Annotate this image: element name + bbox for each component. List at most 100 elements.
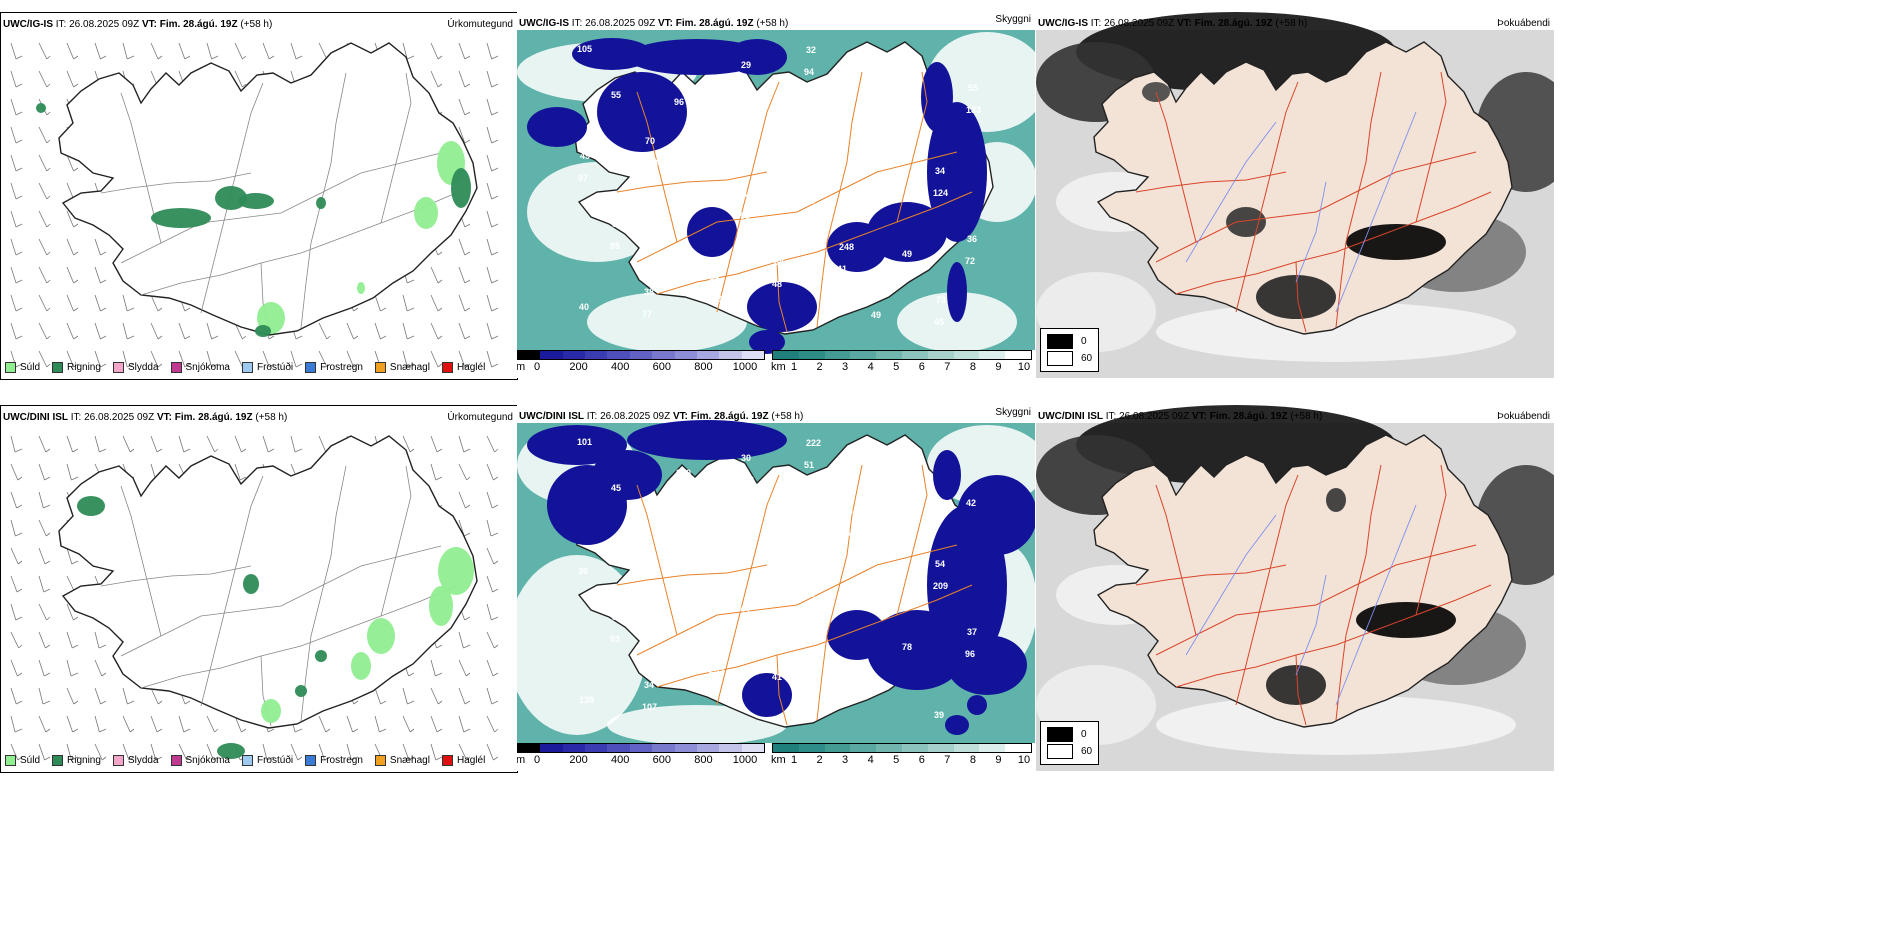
cloud-base-value: 33 <box>612 612 622 622</box>
wind-barb <box>430 435 438 453</box>
wind-barb <box>10 154 17 172</box>
wind-barb <box>184 363 191 368</box>
colorbar-tick: 2 <box>816 754 823 766</box>
wind-barb <box>122 715 131 733</box>
colorbar-tick: 1 <box>790 754 798 766</box>
wind-barb <box>66 42 74 60</box>
road-line <box>656 191 973 295</box>
wind-barb <box>10 210 17 228</box>
legend-swatch <box>5 362 16 373</box>
wind-barb <box>14 448 23 453</box>
fog-legend-swatch <box>1047 351 1073 366</box>
colorbar-cell <box>953 351 980 359</box>
wind-barb <box>402 715 411 733</box>
wind-barb <box>380 307 387 312</box>
wind-barb <box>46 251 51 256</box>
precip-panel-row2: UWC/DINI ISL IT: 26.08.2025 09Z VT: Fim.… <box>0 405 518 773</box>
colorbar-cell <box>562 744 586 752</box>
wind-barb <box>374 687 381 705</box>
wind-barb <box>408 756 415 761</box>
low-cloud-area <box>627 420 787 460</box>
wind-barb <box>486 519 492 537</box>
cloud-base-value: 38 <box>644 287 654 297</box>
cloud-base-value: 55 <box>968 83 978 93</box>
panel-title: Þokuábendi <box>1497 411 1550 422</box>
wind-barb <box>486 70 492 88</box>
wind-barb <box>183 728 191 733</box>
wind-barb <box>486 322 492 340</box>
legend-label: Rigning <box>67 755 101 766</box>
low-cloud-area <box>687 207 737 257</box>
wind-barb <box>352 728 359 733</box>
panel-title: Þokuábendi <box>1497 18 1550 29</box>
wind-barb <box>402 687 408 705</box>
colorbar-strip <box>772 743 1032 753</box>
wind-barb <box>94 715 100 733</box>
colorbar-cell <box>518 744 541 752</box>
fog-legend-label: 0 <box>1081 729 1087 740</box>
legend-swatch <box>374 755 386 766</box>
wind-barb <box>178 350 186 368</box>
cloud-base-value: 39 <box>707 687 717 697</box>
colorbar-cell <box>674 351 697 359</box>
wind-barb <box>127 363 135 368</box>
colorbar-cell <box>798 351 825 359</box>
wind-barb <box>73 223 79 228</box>
legend-item: Frostregn <box>305 362 363 373</box>
wind-barb <box>458 266 466 284</box>
fog-legend-swatch <box>1047 334 1073 349</box>
cloud-base-value: 78 <box>902 642 912 652</box>
road-line <box>636 151 958 263</box>
legend-swatch <box>241 362 253 373</box>
cloud-base-value: 44 <box>676 75 686 85</box>
wind-barb <box>178 435 185 453</box>
wind-barb <box>10 743 19 761</box>
wind-barb <box>94 42 101 60</box>
fog-legend-swatch <box>1047 727 1073 742</box>
valid-time-label: VT: <box>156 412 172 423</box>
cloud-base-value: 58 <box>708 143 718 153</box>
road-line <box>1235 474 1299 706</box>
wind-barb <box>184 307 191 312</box>
road-line <box>1415 71 1447 223</box>
cloud-base-value: 41 <box>772 672 782 682</box>
wind-barb <box>437 251 443 256</box>
wind-barb <box>178 715 185 733</box>
iceland-map <box>10 42 499 368</box>
low-cloud-area <box>527 425 627 465</box>
wind-barb <box>346 322 354 340</box>
wind-barb <box>463 728 471 733</box>
fog-area <box>1326 488 1346 512</box>
legend-label: Slydda <box>127 755 159 766</box>
model-name: UWC/IG-IS <box>3 19 53 30</box>
cloud-base-value: 43 <box>837 657 847 667</box>
road-line <box>636 484 678 636</box>
colorbar-tick: 6 <box>918 361 925 373</box>
wind-barb <box>491 279 499 284</box>
wind-barb <box>458 743 467 761</box>
colorbar-tick: 200 <box>569 754 588 766</box>
wind-barb <box>46 363 51 368</box>
wind-barb <box>242 55 247 60</box>
wind-barb <box>380 335 387 340</box>
cloud-base-value: 37 <box>967 627 977 637</box>
wind-barb <box>262 435 269 453</box>
cloud-base-value: 83 <box>675 226 685 236</box>
wind-barb <box>94 350 101 368</box>
legend-label: Rigning <box>67 362 101 373</box>
wind-barb <box>458 463 467 481</box>
wind-barb <box>234 435 242 453</box>
cloud-base-value: 36 <box>967 234 977 244</box>
wind-barb <box>38 491 44 509</box>
colorbar-cell <box>901 351 928 359</box>
wind-barb <box>290 743 299 761</box>
fog-legend-swatch <box>1047 744 1073 759</box>
road-line <box>200 475 264 707</box>
wind-barb <box>157 307 163 312</box>
wind-barb <box>18 644 23 649</box>
wind-barb <box>17 756 23 761</box>
low-cloud-area <box>967 695 987 715</box>
fog-gradient <box>1076 405 1396 485</box>
wind-barb <box>46 335 51 340</box>
wind-barb <box>129 448 135 453</box>
